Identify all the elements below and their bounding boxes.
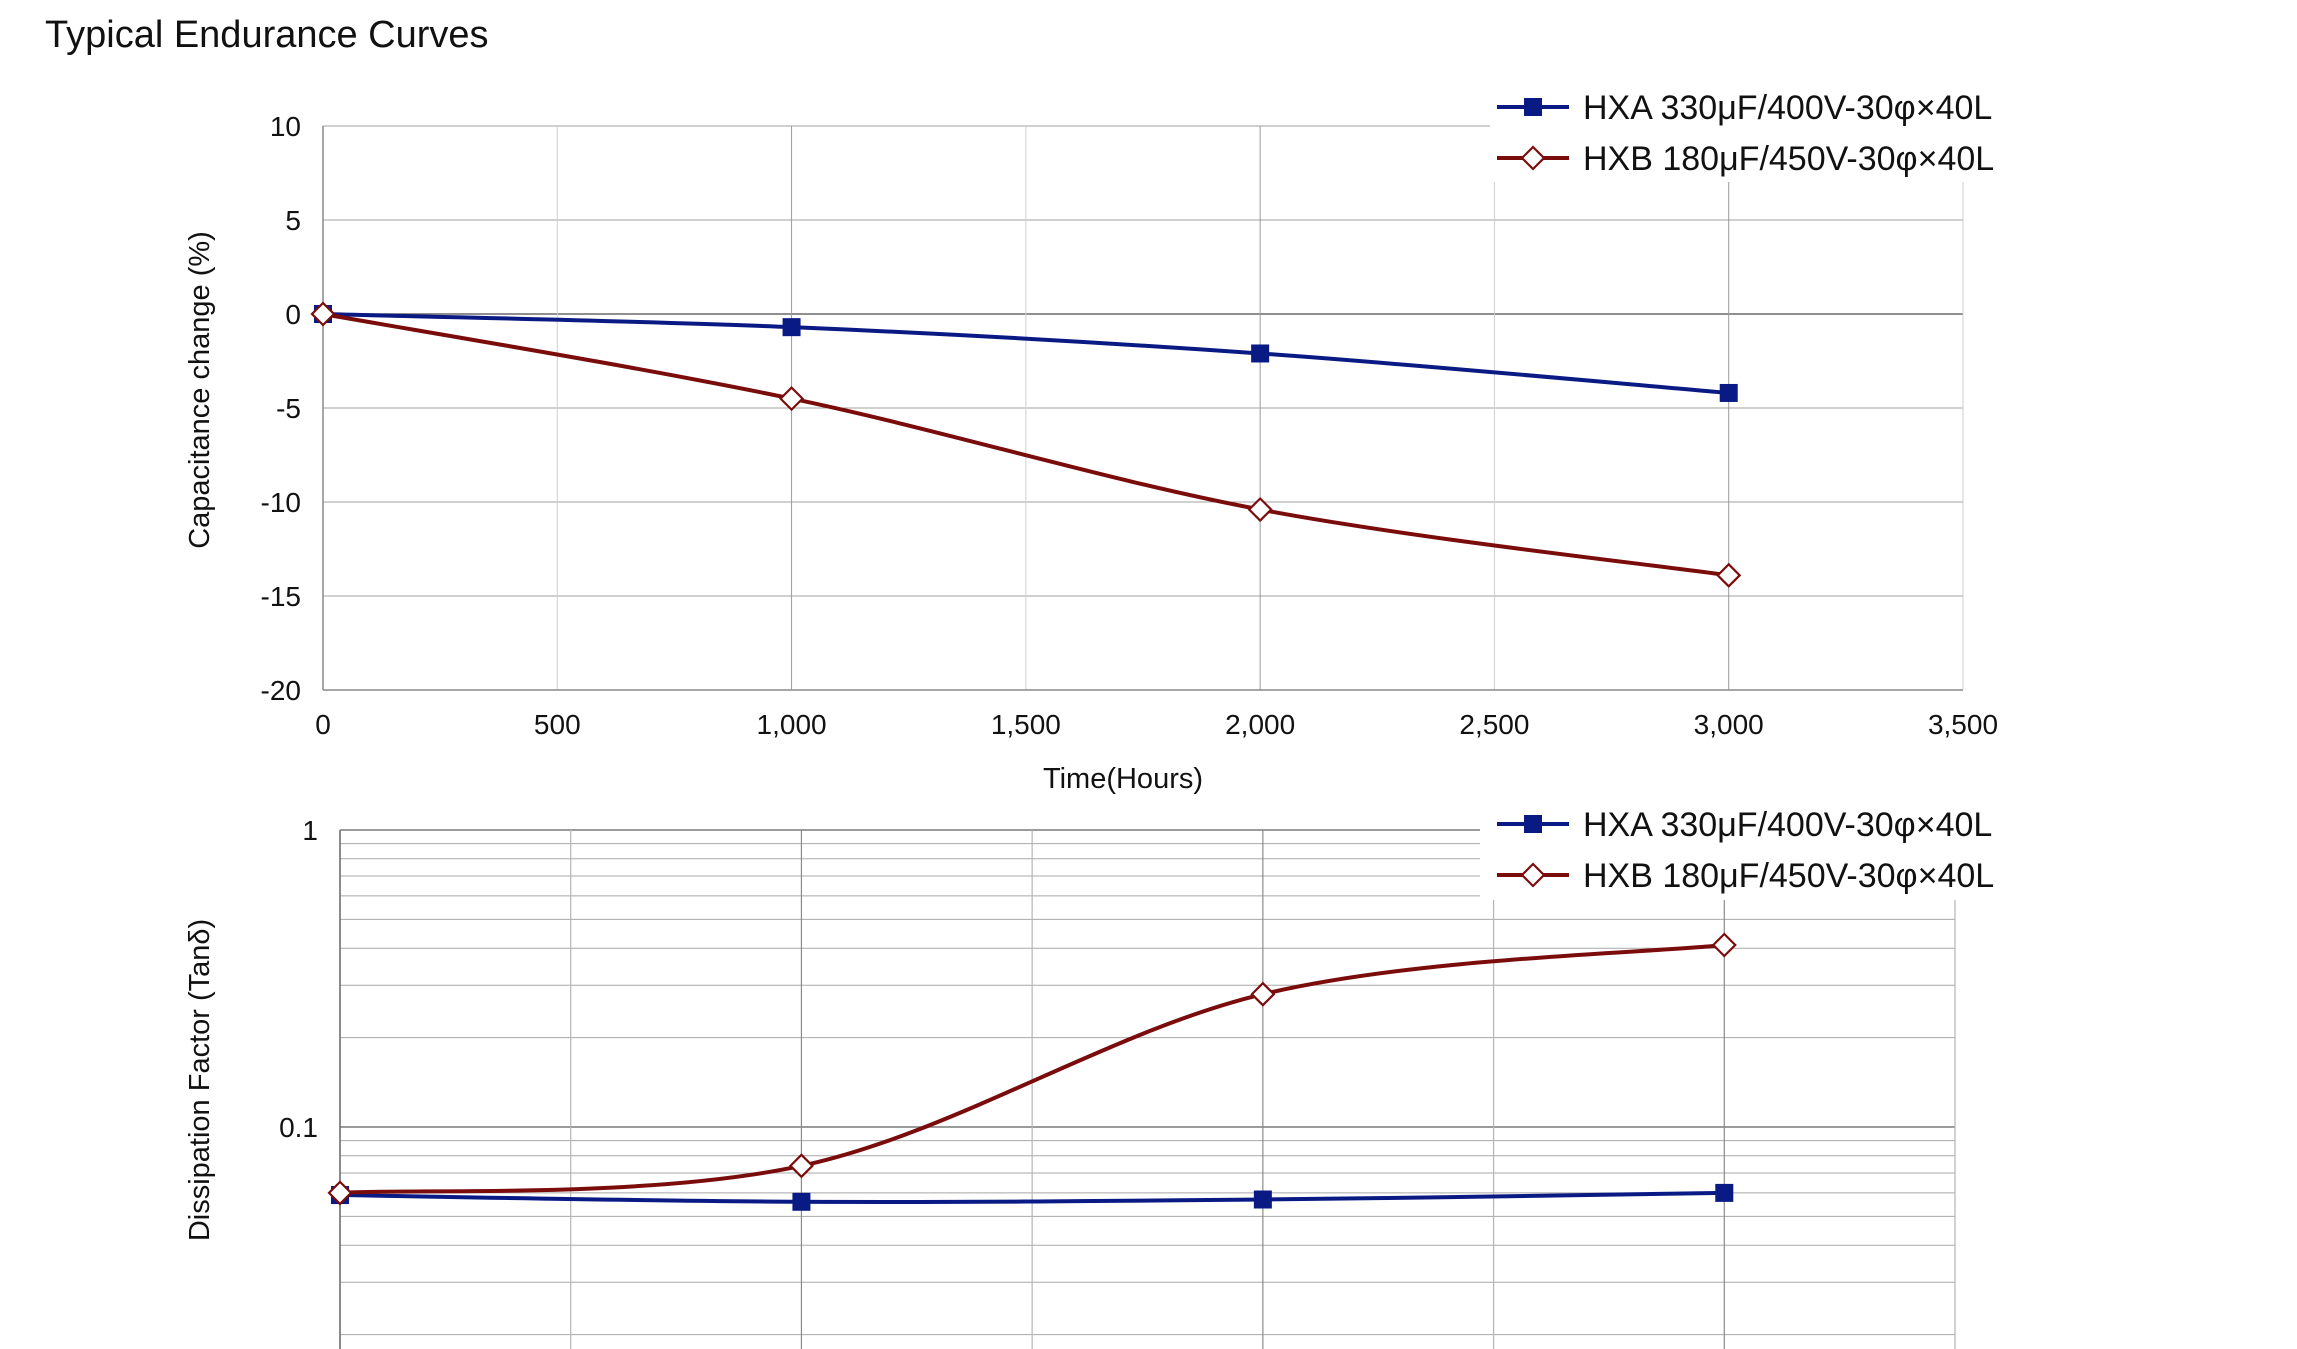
data-point-hxb	[788, 1153, 814, 1179]
legend-marker	[1524, 815, 1542, 833]
legend-marker	[1524, 98, 1542, 116]
series-line-hxb	[322, 312, 1729, 578]
legend-background	[1480, 800, 2000, 900]
legend-label: HXA 330μF/400V-30φ×40L	[1583, 89, 1992, 127]
y-tick-label: 0	[285, 299, 301, 330]
y-axis-title: Capacitance change (%)	[184, 231, 216, 549]
x-tick-label: 500	[534, 709, 581, 740]
x-tick-label: 0	[315, 709, 331, 740]
series-line-hxa	[339, 1190, 1725, 1204]
y-tick-label: -5	[276, 393, 301, 424]
data-point-hxa	[782, 318, 801, 337]
data-point-hxa	[792, 1192, 811, 1211]
y-tick-label: 5	[285, 205, 301, 236]
x-axis-title: Time(Hours)	[1043, 763, 1203, 795]
data-point-hxb	[1250, 981, 1276, 1007]
legend-marker	[1520, 145, 1546, 171]
x-tick-label: 3,500	[1928, 709, 1998, 740]
data-point-hxa	[1719, 383, 1738, 402]
series-line-hxa	[322, 312, 1729, 395]
y-tick-label: -10	[261, 487, 301, 518]
legend-marker	[1520, 862, 1546, 888]
y-tick-label: -15	[261, 581, 301, 612]
data-point-hxb	[1716, 562, 1742, 588]
y-tick-label: 1	[302, 815, 318, 846]
legend-label: HXB 180μF/450V-30φ×40L	[1583, 857, 1994, 895]
data-point-hxa	[1253, 1190, 1272, 1209]
data-point-hxa	[1715, 1183, 1734, 1202]
legend-label: HXB 180μF/450V-30φ×40L	[1583, 140, 1994, 178]
x-tick-label: 1,000	[757, 709, 827, 740]
data-point-hxb	[327, 1180, 353, 1206]
data-point-hxb	[310, 301, 336, 327]
y-tick-label: -20	[261, 675, 301, 706]
page-title: Typical Endurance Curves	[45, 14, 489, 56]
data-point-hxb	[779, 386, 805, 412]
x-tick-label: 1,500	[991, 709, 1061, 740]
legend-background	[1490, 82, 2030, 182]
x-tick-label: 3,000	[1694, 709, 1764, 740]
data-point-hxa	[1251, 344, 1270, 363]
series-line-hxb	[339, 943, 1725, 1195]
y-tick-label: 10	[270, 111, 301, 142]
data-point-hxb	[1711, 932, 1737, 958]
legend-label: HXA 330μF/400V-30φ×40L	[1583, 806, 1992, 844]
y-axis-title: Dissipation Factor (Tanδ)	[184, 919, 216, 1241]
x-tick-label: 2,000	[1225, 709, 1295, 740]
data-point-hxb	[1247, 496, 1273, 523]
y-tick-label: 0.1	[279, 1112, 318, 1143]
x-tick-label: 2,500	[1459, 709, 1529, 740]
